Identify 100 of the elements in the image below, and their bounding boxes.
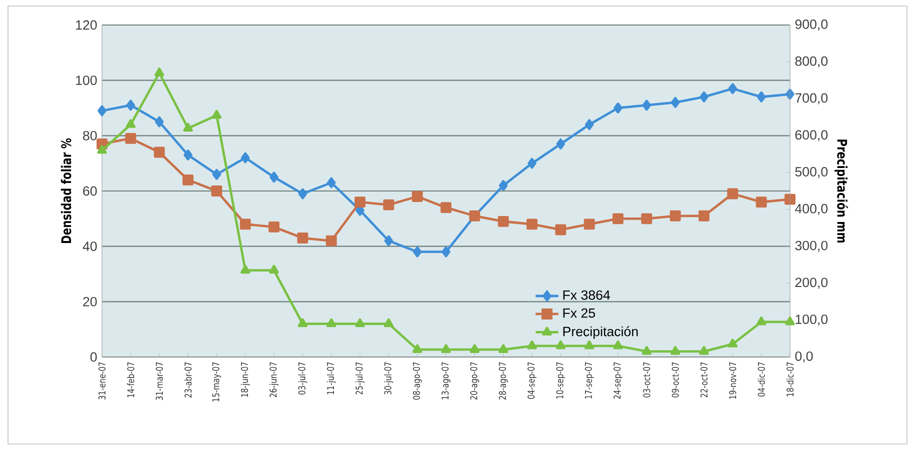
- point: [727, 188, 738, 200]
- y2-tick-label: 900,0: [795, 20, 828, 31]
- x-tick-label: 13-ago-07: [442, 362, 450, 400]
- x-tick-label: 14-feb-07: [127, 362, 134, 398]
- point: [527, 340, 537, 350]
- x-tick-label: 08-ago-07: [412, 362, 422, 400]
- x-tick-label: 24-sep-07: [614, 362, 622, 399]
- point: [442, 246, 450, 258]
- y2-tick-label: 0,0: [795, 351, 813, 363]
- point: [528, 158, 536, 169]
- legend-label: Fx 3864: [563, 290, 610, 300]
- x-tick-label: 03-oct-07: [643, 362, 650, 398]
- y-axis-title: Densidad foliar %: [60, 138, 72, 244]
- point: [154, 146, 165, 158]
- y-tick-label: 60: [83, 186, 97, 196]
- x-tick-label: 10-sep-07: [556, 362, 566, 398]
- y2-tick-label: 600,0: [795, 130, 828, 142]
- point: [412, 191, 423, 202]
- point: [756, 316, 766, 326]
- point: [270, 172, 278, 183]
- x-tick-label: 19-nov-07: [729, 362, 736, 399]
- point: [584, 218, 595, 230]
- point: [642, 346, 652, 355]
- point: [384, 318, 394, 328]
- point: [440, 202, 452, 214]
- y2-tick-label: 300,0: [795, 240, 828, 252]
- point: [183, 122, 193, 132]
- point: [441, 344, 451, 353]
- point: [412, 246, 422, 258]
- point: [211, 186, 222, 196]
- point: [498, 344, 508, 353]
- point: [355, 318, 365, 328]
- x-tick-label: 31-mar-07: [156, 362, 163, 400]
- point: [756, 91, 766, 102]
- y2-tick-label: 200,0: [795, 278, 828, 289]
- point: [125, 132, 136, 144]
- point: [699, 346, 709, 355]
- point: [785, 316, 795, 326]
- y2-tick-label: 500,0: [795, 167, 828, 178]
- point: [412, 344, 422, 353]
- x-tick-label: 31-ene-07: [98, 362, 106, 400]
- x-tick-label: 04-sep-07: [528, 362, 536, 399]
- y-tick-label: 0: [90, 352, 97, 362]
- point: [326, 235, 337, 246]
- x-tick-label: 03-jul-07: [298, 362, 308, 394]
- point: [670, 346, 680, 355]
- point: [728, 338, 738, 348]
- point: [642, 100, 652, 111]
- legend-label: Precipitación: [563, 326, 638, 339]
- point: [641, 213, 652, 224]
- point: [728, 83, 738, 94]
- point: [555, 224, 566, 236]
- y2-axis-title: Precipitación mm: [834, 140, 848, 243]
- point: [269, 264, 279, 274]
- x-tick-label: 20-ago-07: [470, 362, 480, 400]
- point: [240, 152, 250, 164]
- x-tick-label: 30-jul-07: [384, 362, 394, 394]
- x-tick-label: 18-jun-07: [240, 362, 250, 397]
- x-tick-label: 18-dic-07: [786, 362, 794, 396]
- y-tick-label: 120: [76, 20, 97, 30]
- point: [498, 216, 509, 227]
- point: [756, 196, 767, 208]
- point: [97, 144, 107, 154]
- point: [184, 150, 192, 160]
- point: [383, 199, 394, 210]
- point: [584, 119, 594, 130]
- point: [700, 91, 708, 102]
- point: [240, 264, 250, 274]
- x-tick-label: 09-oct-07: [672, 362, 679, 398]
- point: [326, 318, 336, 328]
- point: [556, 340, 566, 350]
- point: [526, 218, 538, 230]
- x-tick-label: 17-sep-07: [584, 362, 594, 398]
- x-tick-label: 22-oct-07: [700, 362, 708, 398]
- point: [470, 344, 480, 353]
- point: [154, 116, 164, 128]
- point: [612, 213, 624, 224]
- point: [268, 221, 280, 232]
- point: [298, 188, 308, 200]
- point: [126, 119, 136, 128]
- point: [182, 174, 194, 186]
- point: [212, 110, 222, 119]
- x-tick-label: 04-dic-07: [758, 362, 765, 397]
- point: [498, 180, 508, 191]
- point: [670, 210, 681, 222]
- x-tick-label: 26-jun-07: [269, 362, 279, 398]
- point: [212, 168, 222, 180]
- y-tick-label: 20: [83, 296, 97, 306]
- legend-label: Fx 25: [563, 308, 596, 318]
- y-tick-label: 80: [83, 130, 97, 140]
- point: [126, 100, 136, 111]
- point: [614, 102, 622, 114]
- point: [298, 318, 308, 328]
- point: [613, 340, 623, 350]
- y2-tick-label: 400,0: [795, 204, 828, 215]
- point: [98, 105, 106, 116]
- x-tick-label: 15-may-07: [212, 362, 222, 402]
- point: [240, 218, 251, 230]
- point: [354, 196, 366, 208]
- y-tick-label: 40: [82, 242, 97, 252]
